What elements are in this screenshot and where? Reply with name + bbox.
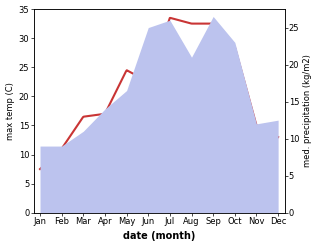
Y-axis label: med. precipitation (kg/m2): med. precipitation (kg/m2) — [303, 54, 313, 167]
Y-axis label: max temp (C): max temp (C) — [5, 82, 15, 140]
X-axis label: date (month): date (month) — [123, 231, 195, 242]
